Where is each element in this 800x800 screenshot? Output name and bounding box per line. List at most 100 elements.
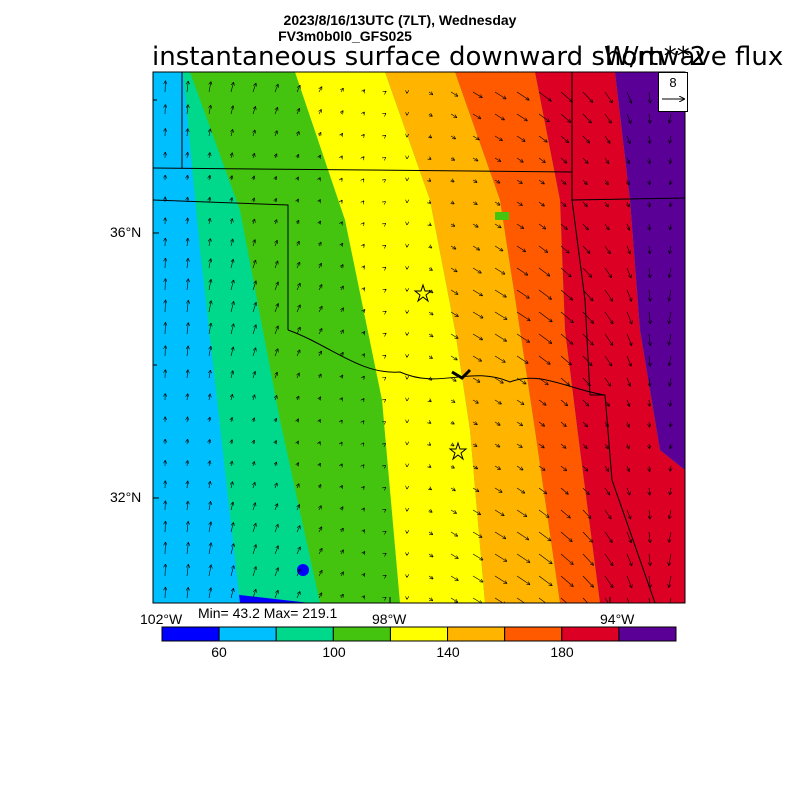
wind-arrow xyxy=(649,113,650,123)
wind-arrow xyxy=(626,245,630,254)
wind-arrow xyxy=(560,333,573,344)
wind-arrow xyxy=(516,421,522,426)
wind-arrow xyxy=(209,482,210,489)
wind-arrow xyxy=(516,575,530,584)
wind-arrow xyxy=(670,421,671,427)
wind-arrow xyxy=(516,465,523,470)
wind-arrow xyxy=(516,157,523,162)
wind-arrow xyxy=(187,543,188,555)
wind-arrow xyxy=(274,525,278,533)
wind-arrow xyxy=(560,135,568,142)
wind-arrow xyxy=(363,112,364,114)
wind-arrow xyxy=(560,421,566,426)
colorbar-swatch xyxy=(161,626,220,642)
wind-arrow xyxy=(253,240,255,247)
wind-arrow xyxy=(252,567,256,577)
wind-arrow xyxy=(208,543,211,555)
wind-arrow xyxy=(538,223,545,229)
wind-arrow xyxy=(275,199,276,202)
wind-arrow xyxy=(649,377,650,386)
wind-arrow xyxy=(231,239,233,247)
wind-arrow xyxy=(649,553,650,565)
wind-arrow xyxy=(670,465,671,471)
wind-arrow xyxy=(274,282,278,291)
wind-arrow xyxy=(604,355,612,366)
wind-arrow xyxy=(494,157,501,161)
wind-arrow xyxy=(231,260,233,269)
wind-arrow xyxy=(363,487,364,488)
colorbar-swatch xyxy=(561,626,620,642)
min-max-text: Min= 43.2 Max= 219.1 xyxy=(198,605,338,621)
wind-arrow xyxy=(450,553,458,558)
vector-reference-value: 8 xyxy=(669,75,677,90)
lat-label-36n: 36°N xyxy=(110,224,142,240)
wind-arrow xyxy=(582,201,587,206)
wind-arrow xyxy=(494,444,500,447)
wind-arrow xyxy=(516,179,522,183)
wind-arrow xyxy=(538,443,544,448)
colorbar-swatch xyxy=(275,626,334,642)
wind-arrow xyxy=(604,113,611,123)
wind-arrow xyxy=(253,154,254,159)
wind-arrow xyxy=(649,135,650,143)
wind-arrow xyxy=(363,399,364,400)
wind-arrow xyxy=(538,575,552,585)
run-date-header: 2023/8/16/13UTC (7LT), Wednesday xyxy=(283,12,517,28)
wind-arrow xyxy=(385,311,386,312)
wind-arrow xyxy=(363,288,365,290)
wind-arrow xyxy=(604,399,609,406)
wind-arrow xyxy=(516,553,530,562)
wind-arrow xyxy=(450,488,455,491)
wind-arrow xyxy=(451,180,454,182)
wind-arrow xyxy=(649,399,650,406)
wind-arrow xyxy=(472,509,480,514)
wind-arrow xyxy=(319,200,320,202)
wind-arrow xyxy=(296,327,300,335)
wind-arrow xyxy=(516,135,525,141)
wind-arrow xyxy=(275,441,276,444)
wind-arrow xyxy=(494,201,500,205)
wind-arrow xyxy=(297,463,298,466)
wind-arrow xyxy=(428,598,432,601)
colorbar-swatch xyxy=(389,626,449,642)
wind-arrow xyxy=(472,135,479,140)
wind-arrow xyxy=(275,372,277,379)
wind-arrow xyxy=(231,198,232,203)
wind-arrow xyxy=(230,544,234,555)
wind-arrow xyxy=(670,179,671,184)
wind-arrow xyxy=(341,420,342,422)
wind-arrow xyxy=(669,267,671,277)
wind-arrow xyxy=(253,503,255,511)
wind-arrow xyxy=(538,465,545,470)
wind-arrow xyxy=(560,267,571,277)
wind-arrow xyxy=(429,444,430,445)
wind-arrow xyxy=(560,553,573,564)
wind-arrow xyxy=(209,440,210,445)
wind-arrow xyxy=(494,575,507,583)
wind-arrow xyxy=(341,398,342,400)
wind-arrow xyxy=(209,371,210,379)
wind-arrow xyxy=(450,224,455,226)
wind-arrow xyxy=(494,465,500,469)
wind-arrow xyxy=(252,303,256,313)
wind-arrow xyxy=(297,373,299,379)
wind-arrow xyxy=(363,90,364,92)
wind-arrow xyxy=(275,462,276,467)
band-60-80 xyxy=(153,72,240,603)
wind-arrow xyxy=(187,279,188,291)
wind-arrow xyxy=(429,246,431,248)
wind-arrow xyxy=(341,353,343,356)
wind-arrow xyxy=(649,509,650,519)
wind-arrow xyxy=(296,305,300,313)
wind-arrow xyxy=(604,443,608,448)
wind-arrow xyxy=(209,198,210,203)
wind-arrow xyxy=(582,157,588,163)
wind-arrow xyxy=(231,153,232,159)
wind-arrow xyxy=(472,597,482,603)
model-name-header: FV3m0b0l0_GFS025 xyxy=(278,28,412,44)
wind-arrow xyxy=(604,421,608,427)
wind-arrow xyxy=(627,399,629,406)
wind-arrow xyxy=(253,198,254,203)
wind-arrow xyxy=(428,576,433,579)
wind-arrow xyxy=(670,245,671,253)
